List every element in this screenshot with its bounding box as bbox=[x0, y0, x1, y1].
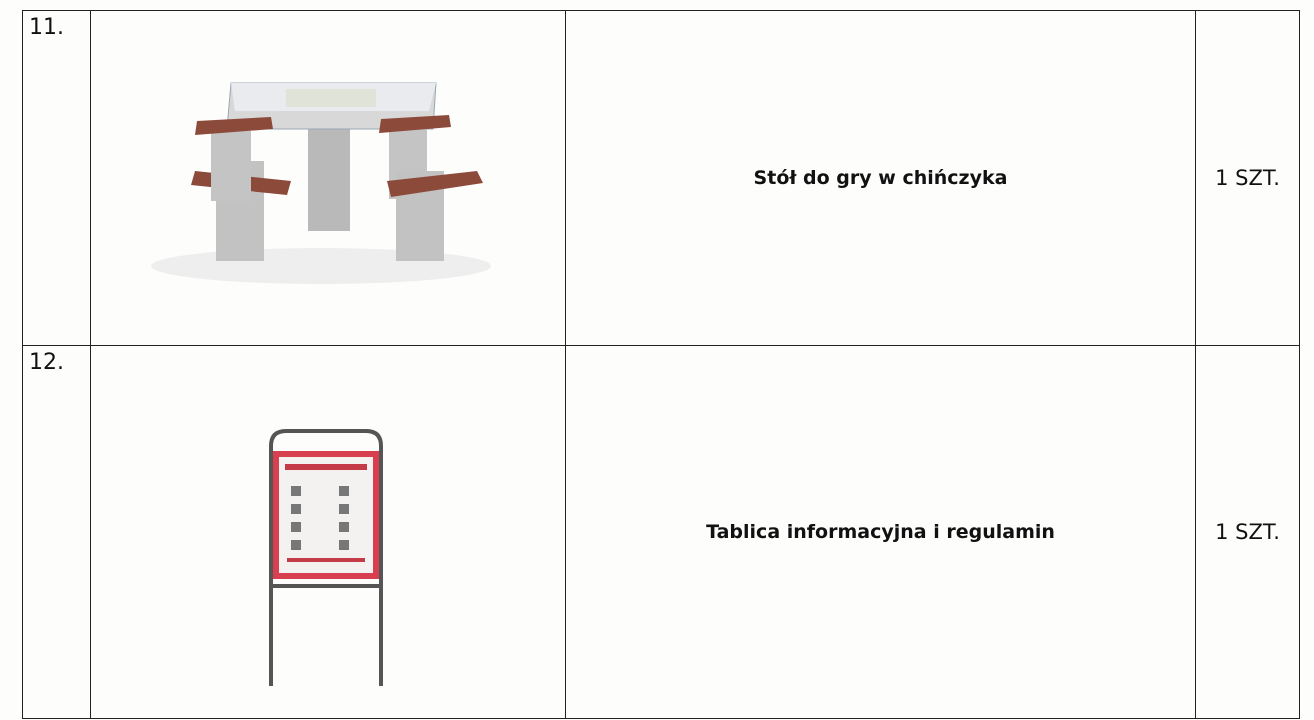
image-cell bbox=[90, 10, 566, 346]
item-quantity: 1 SZT. bbox=[1195, 10, 1300, 346]
table-illustration bbox=[151, 82, 491, 284]
row-number: 12. bbox=[22, 345, 91, 719]
sign-illustration bbox=[269, 429, 383, 686]
item-quantity: 1 SZT. bbox=[1195, 345, 1300, 719]
image-cell bbox=[90, 345, 566, 719]
item-description: Stół do gry w chińczyka bbox=[565, 10, 1196, 346]
row-number: 11. bbox=[22, 10, 91, 346]
item-description: Tablica informacyjna i regulamin bbox=[565, 345, 1196, 719]
